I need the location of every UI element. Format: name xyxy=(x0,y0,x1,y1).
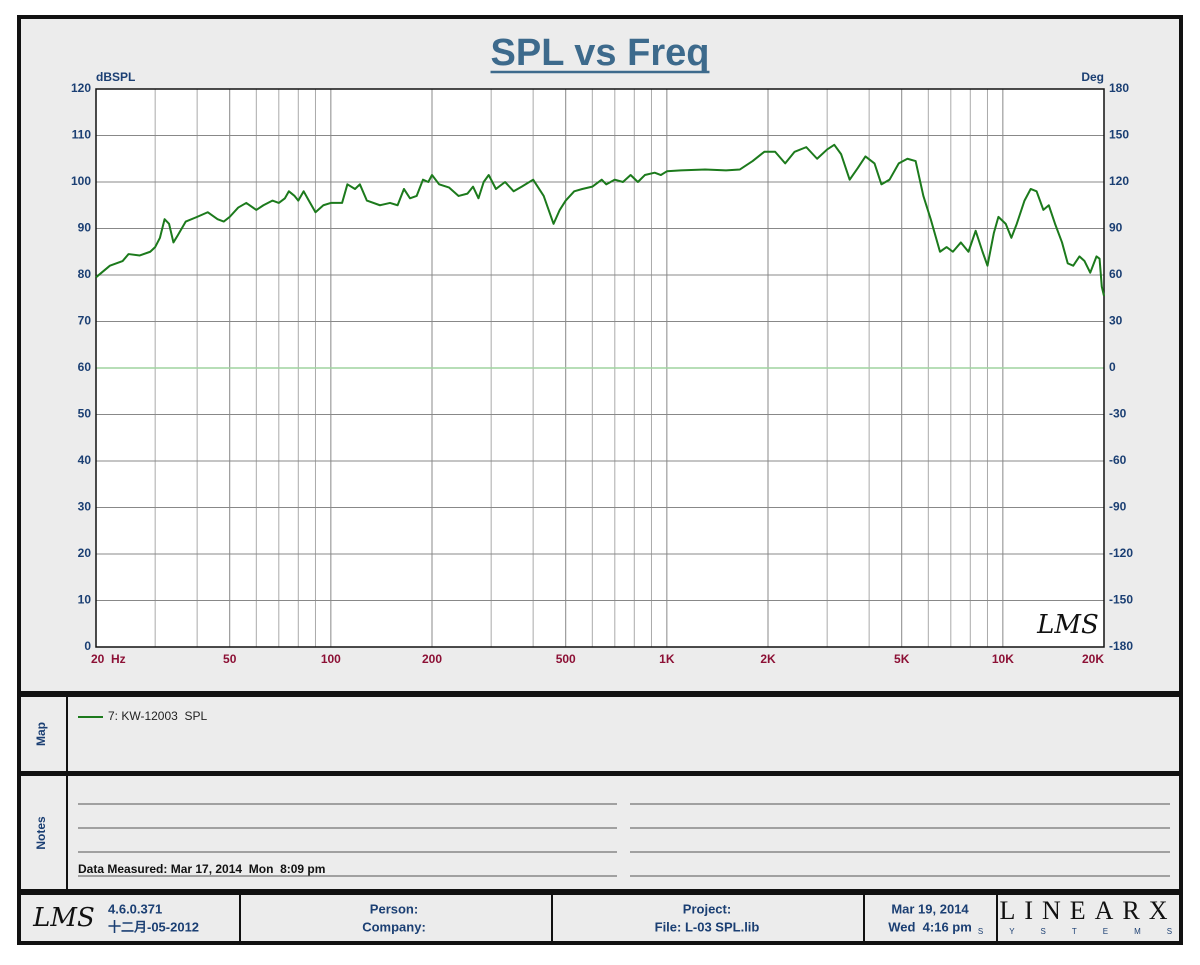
legend-entry: 7: KW-12003 SPL xyxy=(108,709,207,723)
footer-dividers xyxy=(239,895,998,941)
y-tick-label: 10 xyxy=(78,593,92,607)
y2-tick-label: -120 xyxy=(1109,546,1133,560)
time: Wed 4:16 pm xyxy=(888,919,972,934)
measured-note: Data Measured: Mar 17, 2014 Mon 8:09 pm xyxy=(78,862,325,876)
y-tick-label: 50 xyxy=(78,407,92,421)
y-tick-label: 20 xyxy=(78,546,92,560)
x-tick-label: 50 xyxy=(223,652,237,666)
y-tick-label: 100 xyxy=(71,174,91,188)
build-date: 十二月-05-2012 xyxy=(108,919,199,934)
y-tick-label: 70 xyxy=(78,314,92,328)
y-axis-label: dBSPL xyxy=(96,70,135,84)
y2-tick-label: 120 xyxy=(1109,174,1129,188)
date: Mar 19, 2014 xyxy=(891,901,969,916)
y2-tick-label: 30 xyxy=(1109,314,1123,328)
y-tick-label: 120 xyxy=(71,81,91,95)
y2-tick-label: 60 xyxy=(1109,267,1123,281)
brand-sub: SYSTEMS xyxy=(978,927,1198,936)
y2-tick-label: -90 xyxy=(1109,500,1127,514)
person: Person: xyxy=(370,901,418,916)
x-tick-label: 5K xyxy=(894,652,910,666)
chart-title: SPL vs Freq xyxy=(491,32,710,74)
x-tick-label: 10K xyxy=(992,652,1014,666)
x-tick-label: 100 xyxy=(321,652,341,666)
y2-tick-label: 0 xyxy=(1109,360,1116,374)
y2-tick-label: -60 xyxy=(1109,453,1127,467)
plot-logo: LMS xyxy=(1036,610,1099,640)
y2-tick-label: 180 xyxy=(1109,81,1129,95)
x-tick-label: 20K xyxy=(1082,652,1104,666)
project: Project: xyxy=(683,901,731,916)
notes-label: Notes xyxy=(34,816,48,850)
file: File: L-03 SPL.lib xyxy=(655,919,760,934)
note-lines xyxy=(78,803,1170,877)
version: 4.6.0.371 xyxy=(108,901,162,916)
y2-tick-label: -180 xyxy=(1109,639,1133,653)
y-tick-label: 30 xyxy=(78,500,92,514)
y-tick-label: 110 xyxy=(72,128,92,142)
x-tick-label: 1K xyxy=(659,652,675,666)
y-tick-label: 80 xyxy=(78,267,92,281)
map-label: Map xyxy=(34,722,48,746)
y-tick-label: 60 xyxy=(78,360,92,374)
y2-tick-label: 90 xyxy=(1109,221,1123,235)
x-tick-label: 200 xyxy=(422,652,442,666)
y-tick-label: 90 xyxy=(78,221,92,235)
map-panel xyxy=(21,697,1179,771)
company: Company: xyxy=(362,919,426,934)
y2-tick-label: -30 xyxy=(1109,407,1127,421)
brand: LINEARX xyxy=(999,896,1176,925)
x-tick-label: 20 Hz xyxy=(91,652,126,666)
footer-panel xyxy=(21,895,1179,941)
y2-tick-label: -150 xyxy=(1109,593,1133,607)
plot-border xyxy=(95,88,1105,648)
x-tick-label: 2K xyxy=(760,652,776,666)
y2-axis-label: Deg xyxy=(1081,70,1104,84)
y2-tick-label: 150 xyxy=(1109,128,1129,142)
x-tick-label: 500 xyxy=(556,652,576,666)
footer-logo: LMS xyxy=(32,903,95,933)
series-line xyxy=(95,143,1105,297)
notes-panel xyxy=(21,776,1179,889)
y-tick-label: 40 xyxy=(78,453,92,467)
y-tick-label: 0 xyxy=(84,639,91,653)
